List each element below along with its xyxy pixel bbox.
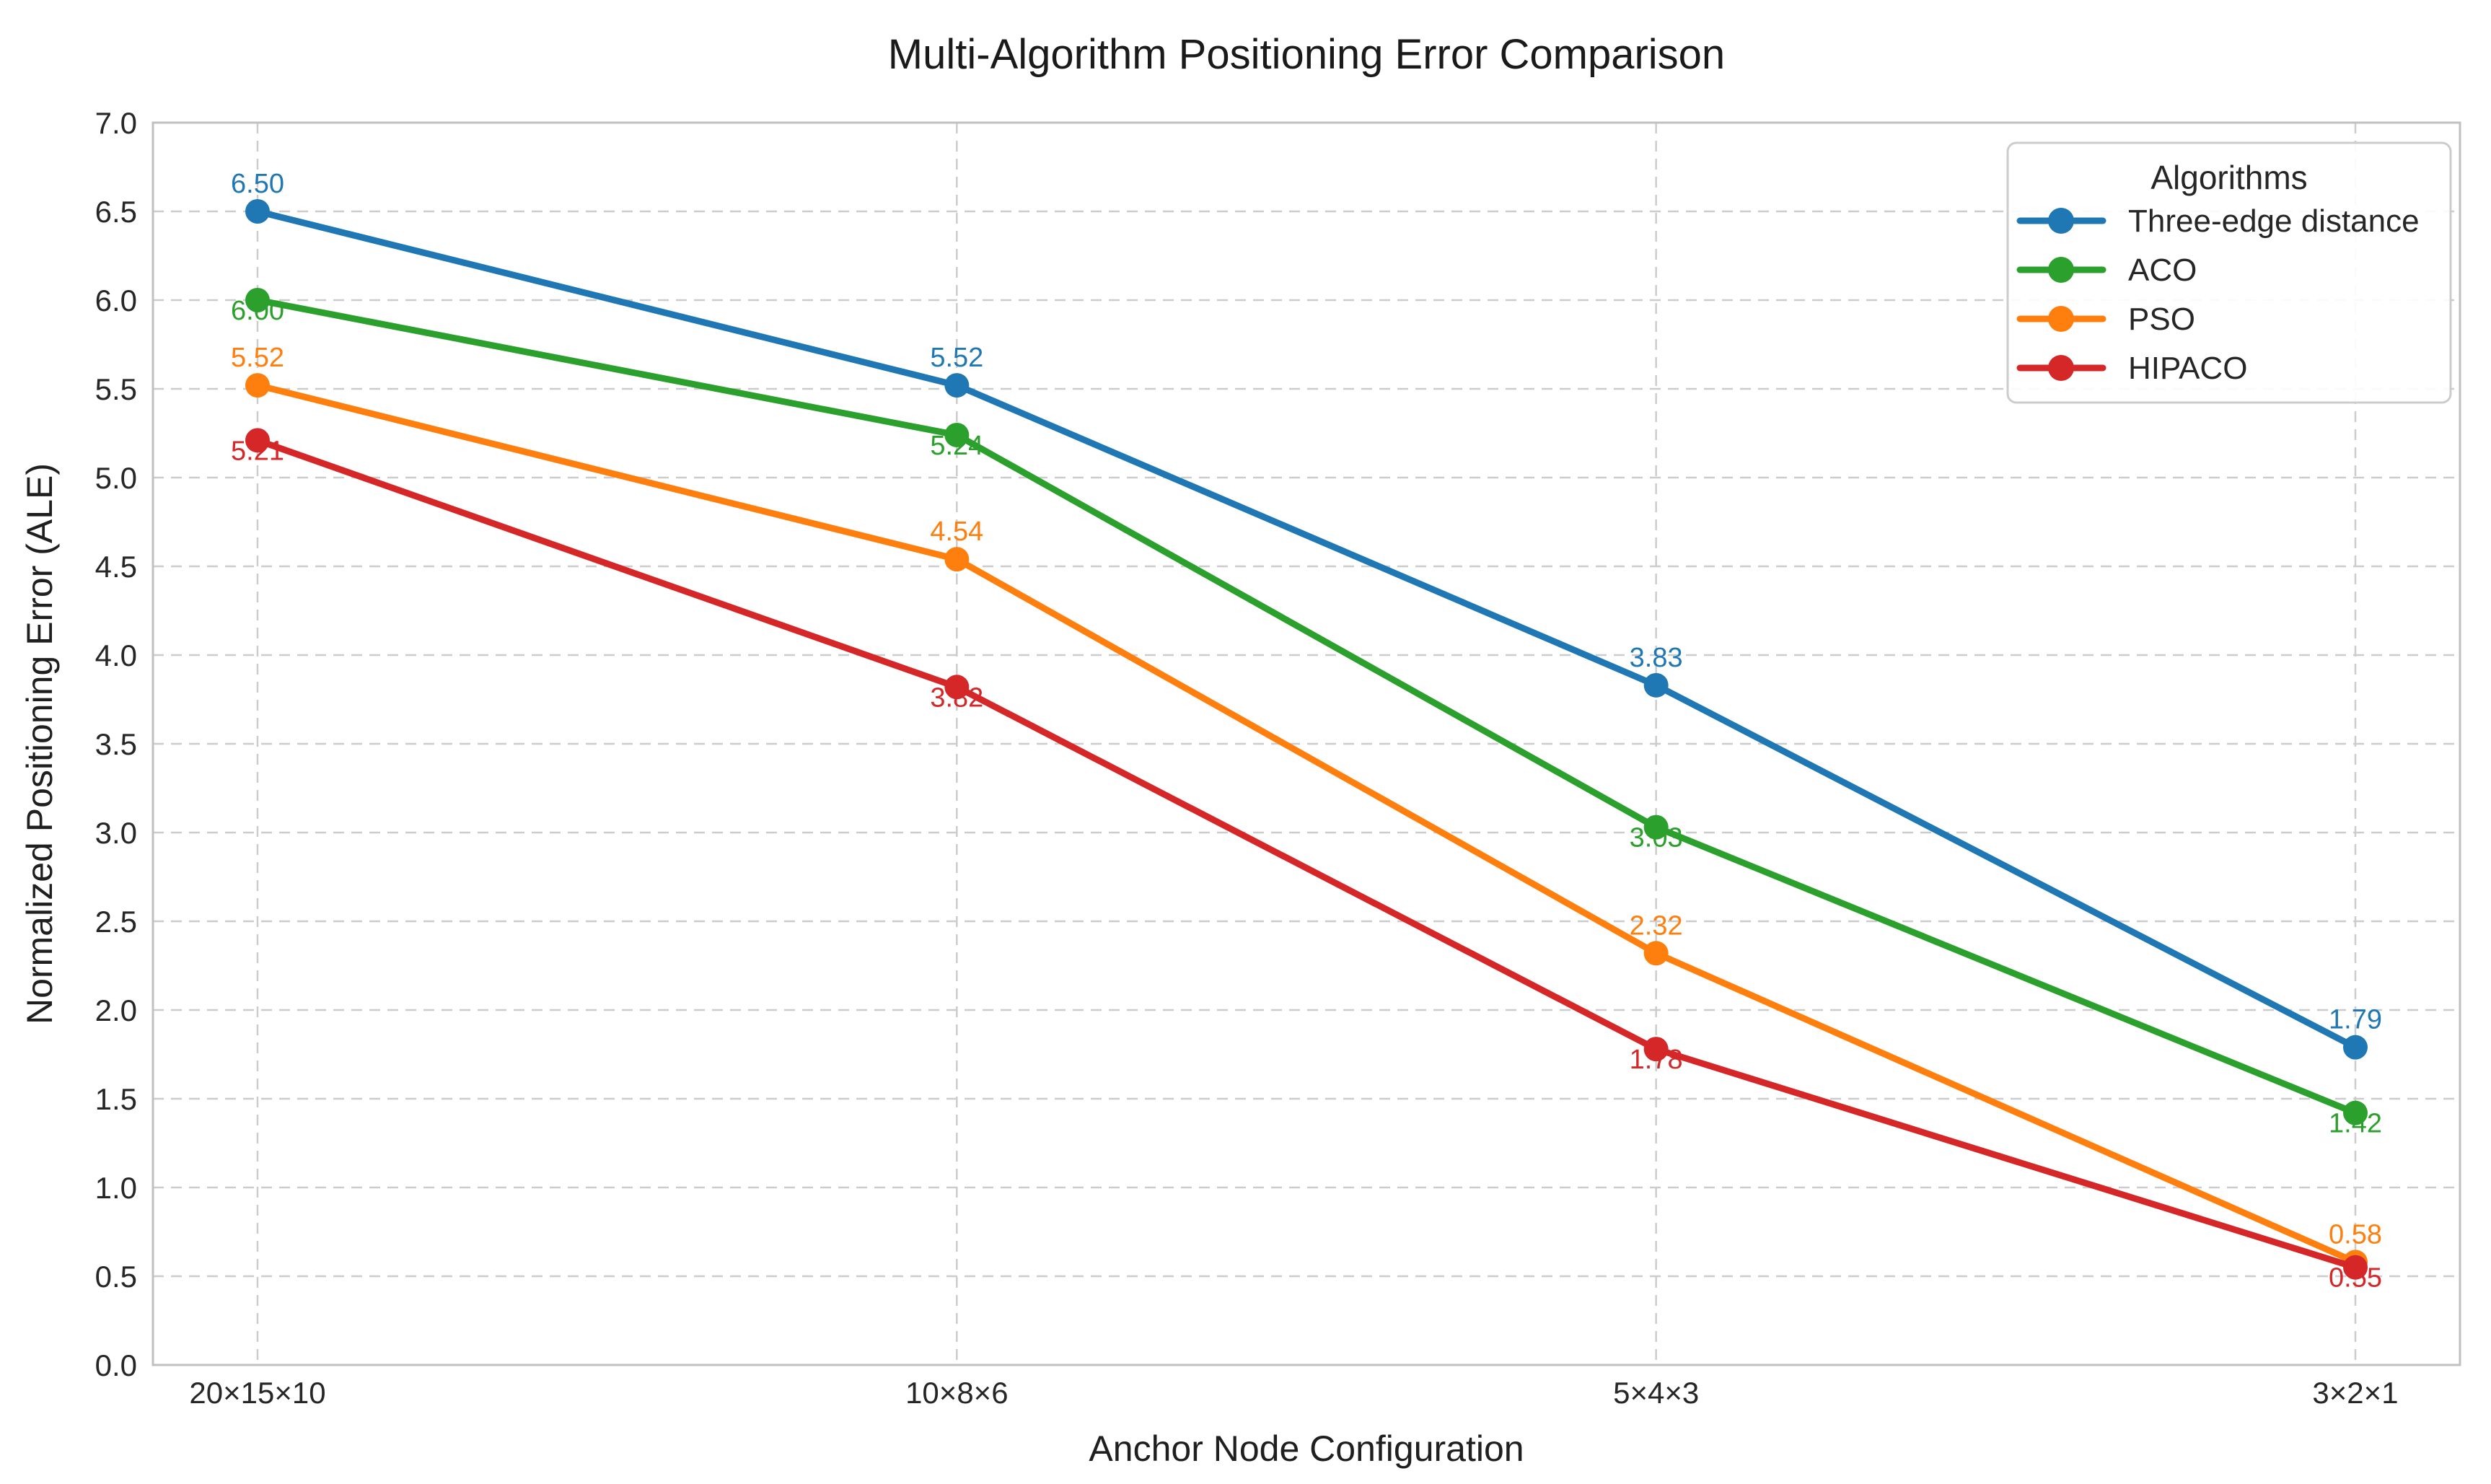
data-point	[944, 547, 970, 572]
data-point	[245, 288, 270, 312]
series-lines	[245, 199, 2368, 1280]
point-value-label: 4.54	[930, 517, 983, 547]
legend-entry-label: PSO	[2128, 302, 2195, 337]
data-point	[2343, 1100, 2368, 1125]
y-tick-label: 1.5	[95, 1082, 137, 1116]
y-tick-label: 6.0	[95, 284, 137, 317]
legend-entry-label: Three-edge distance	[2128, 203, 2420, 239]
series-line-pso	[254, 382, 2359, 1265]
point-value-label: 1.79	[2329, 1005, 2382, 1035]
x-axis-tick-labels: 20×15×10 10×8×6 5×4×3 3×2×1	[189, 1376, 2398, 1410]
data-point	[944, 373, 970, 398]
legend-sample-marker	[2048, 208, 2074, 234]
data-point	[2343, 1035, 2368, 1060]
x-tick-label: 20×15×10	[189, 1376, 325, 1410]
legend-title: Algorithms	[2150, 159, 2307, 196]
data-point	[1643, 941, 1669, 966]
chart-title: Multi-Algorithm Positioning Error Compar…	[888, 31, 1725, 78]
x-tick-label: 3×2×1	[2312, 1376, 2398, 1410]
legend-box	[2006, 141, 2452, 404]
point-value-label: 6.50	[231, 169, 284, 199]
legend: Algorithms Three-edge distance ACO PSO HIPAC…	[2006, 141, 2452, 404]
legend-entry-label: HIPACO	[2128, 351, 2247, 386]
data-point	[245, 373, 270, 398]
y-tick-label: 3.0	[95, 816, 137, 850]
gridlines	[153, 123, 2460, 1365]
point-value-label: 5.52	[231, 343, 284, 373]
legend-sample-marker	[2048, 355, 2074, 381]
y-tick-label: 4.5	[95, 550, 137, 584]
point-value-label: 2.32	[1630, 910, 1683, 941]
y-tick-label: 7.0	[95, 106, 137, 140]
y-tick-label: 6.5	[95, 195, 137, 229]
x-tick-label: 10×8×6	[905, 1376, 1009, 1410]
data-point	[1643, 1037, 1669, 1062]
data-point	[2343, 1255, 2368, 1280]
point-labels-above: 6.50 5.52 3.83 1.79 5.52 4.54 2.32 0.58	[231, 169, 2382, 1250]
y-tick-label: 5.5	[95, 372, 137, 406]
legend-sample-marker	[2048, 306, 2074, 332]
legend-entry-label: ACO	[2128, 253, 2197, 288]
y-tick-label: 2.5	[95, 905, 137, 939]
y-tick-label: 1.0	[95, 1171, 137, 1205]
data-point	[1643, 672, 1669, 698]
data-point	[245, 199, 270, 224]
plot-border-rect	[151, 121, 2461, 1366]
data-point	[944, 675, 970, 700]
y-tick-label: 5.0	[95, 461, 137, 495]
series-line-three-edge-distance	[254, 208, 2359, 1051]
point-value-label: 5.52	[930, 343, 983, 373]
y-tick-label: 0.0	[95, 1348, 137, 1382]
data-point	[1643, 815, 1669, 840]
y-tick-label: 0.5	[95, 1260, 137, 1294]
point-value-label: 3.83	[1630, 643, 1683, 673]
plot-border	[151, 121, 2461, 1366]
point-labels-below: 6.005.243.031.425.213.821.780.55	[231, 296, 2382, 1294]
y-tick-label: 2.0	[95, 993, 137, 1027]
y-tick-label: 3.5	[95, 727, 137, 761]
y-tick-label: 4.0	[95, 638, 137, 672]
x-tick-label: 5×4×3	[1613, 1376, 1699, 1410]
point-value-label: 0.58	[2329, 1219, 2382, 1250]
series-line-aco	[254, 297, 2359, 1117]
y-axis-title: Normalized Positioning Error (ALE)	[19, 463, 60, 1024]
data-point	[944, 422, 970, 447]
x-axis-title: Anchor Node Configuration	[1089, 1428, 1524, 1469]
y-axis-tick-labels: 0.0 0.5 1.0 1.5 2.0 2.5 3.0 3.5 4.0 4.5 5.0 5.5 6.0 6…	[95, 106, 137, 1382]
legend-sample-marker	[2048, 257, 2074, 283]
data-point	[245, 428, 270, 453]
series-line-hipaco	[254, 436, 2359, 1271]
